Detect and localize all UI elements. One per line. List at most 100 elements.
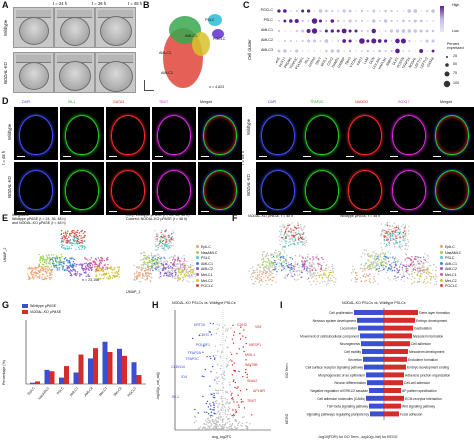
brightfield-image — [95, 7, 136, 48]
umap-point — [369, 268, 371, 270]
volcano-point — [205, 423, 208, 425]
umap-point — [97, 267, 99, 269]
legend-label: PSLC — [445, 256, 455, 261]
enrich-bar-down — [369, 403, 384, 409]
volcano-point — [234, 418, 236, 421]
umap-point — [410, 283, 413, 285]
umap-point — [112, 275, 114, 277]
volcano-plot: KRT19CDH1POU5F1TFAP2ATFAP2CCLDN10ISL1ID4… — [171, 310, 271, 431]
volcano-point — [217, 376, 219, 378]
fluorescence-image — [256, 107, 300, 160]
umap-point — [290, 272, 293, 274]
umap-point — [170, 267, 172, 270]
umap-point — [266, 261, 269, 263]
volcano-point — [212, 409, 214, 411]
legend-label: EpiLC — [445, 245, 455, 249]
umap-point — [133, 272, 136, 275]
umap-point — [106, 258, 108, 261]
umap-point — [300, 271, 303, 273]
umap-point — [385, 259, 387, 261]
umap-point — [273, 254, 275, 256]
volcano-point — [217, 428, 220, 430]
umap-point — [388, 256, 390, 259]
umap-point — [285, 269, 287, 271]
umap-point — [263, 250, 265, 253]
volcano-point — [222, 326, 224, 328]
umap-point — [298, 265, 300, 267]
umap-point — [167, 242, 170, 245]
dot — [308, 50, 310, 52]
umap-point — [322, 273, 325, 276]
volcano-point — [248, 429, 250, 431]
umap-point — [158, 276, 160, 278]
umap-point — [387, 234, 389, 236]
umap-point — [403, 234, 406, 236]
umap-point — [289, 272, 291, 274]
umap-point — [186, 280, 188, 282]
umap-point — [321, 281, 323, 283]
umap-point — [412, 282, 414, 284]
umap-point — [301, 260, 303, 263]
enrich-xlabel: -log10(FDR) for GO Term, -log10(p-Val) f… — [318, 435, 398, 439]
umap-point — [148, 259, 151, 262]
umap-point — [294, 270, 296, 273]
umap-point — [73, 262, 76, 265]
umap-point — [91, 264, 94, 266]
volcano-point — [226, 413, 228, 416]
umap-point — [272, 263, 274, 266]
volcano-point — [218, 403, 220, 405]
umap-point — [398, 269, 401, 271]
umap-point — [85, 268, 88, 270]
umap-point — [88, 264, 90, 266]
umap-point — [356, 278, 358, 280]
volcano-point — [227, 346, 229, 348]
umap-point — [285, 262, 288, 265]
volcano-point — [239, 390, 242, 392]
volcano-point — [233, 331, 236, 333]
umap-point — [272, 272, 274, 275]
umap-point — [165, 259, 168, 262]
umap-point — [156, 262, 158, 264]
umap-point — [158, 268, 160, 271]
umap-point — [316, 254, 318, 256]
umap-point — [66, 245, 68, 247]
fluorescence-image — [60, 107, 104, 160]
dot — [366, 49, 370, 53]
volcano-point — [217, 410, 220, 412]
axis-label-cell-cluster: Cell cluster — [247, 39, 252, 60]
umap-point — [290, 243, 292, 246]
umap-point — [377, 283, 379, 285]
umap-point — [41, 259, 44, 262]
umap-point — [103, 276, 105, 278]
panel-b-label: B — [143, 0, 150, 10]
legend-entry: PGCLC — [196, 284, 217, 289]
umap-point — [370, 261, 372, 263]
umap-point — [365, 279, 367, 282]
umap-point — [94, 261, 96, 263]
term-label-right: Embryo development — [416, 319, 447, 323]
umap-point — [260, 284, 262, 286]
fluorescence-image — [386, 107, 431, 160]
umap-point — [96, 269, 98, 271]
umap-point — [70, 273, 73, 276]
umap-point — [162, 243, 165, 245]
volcano-point — [214, 427, 216, 429]
bar-wildtype — [117, 348, 122, 384]
volcano-point — [232, 342, 235, 344]
dot — [301, 9, 305, 13]
umap-point — [61, 265, 63, 267]
umap-point — [180, 263, 182, 265]
umap-point — [156, 265, 158, 267]
umap-point — [277, 268, 280, 271]
umap-point — [319, 270, 322, 273]
volcano-point — [192, 337, 194, 340]
umap-point — [159, 257, 161, 260]
umap-point — [311, 269, 313, 272]
umap-point — [297, 222, 299, 225]
volcano-point — [225, 328, 227, 330]
volcano-point — [215, 400, 218, 402]
umap-point — [50, 266, 52, 268]
umap-point — [90, 262, 92, 264]
volcano-point — [238, 429, 241, 431]
umap-point — [193, 268, 195, 270]
